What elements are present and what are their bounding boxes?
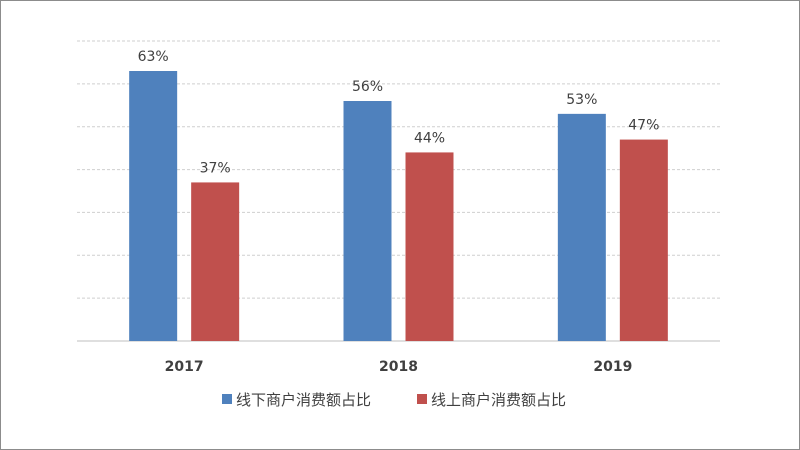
bar-2019-series-2 [619,139,668,341]
gridlines [77,40,720,342]
x-tick-label: 2018 [379,359,418,375]
bar-2017-series-1 [129,71,178,341]
legend-swatch [222,394,232,404]
legend-label: 线下商户消费额占比 [236,391,371,409]
bar-2018-series-2 [405,152,454,341]
data-labels: 63% 37% 56% 44% 53% 47% [138,49,660,176]
data-label: 47% [628,118,659,134]
legend: 线下商户消费额占比 线上商户消费额占比 [222,391,566,409]
bar-2017-series-2 [191,182,240,341]
data-label: 37% [200,160,231,176]
data-label: 56% [352,79,383,95]
x-tick-label: 2019 [593,359,632,375]
data-label: 53% [566,92,597,108]
legend-swatch [417,394,427,404]
x-axis-tick-labels: 2017 2018 2019 [165,359,633,375]
bars [129,71,668,341]
data-label: 44% [414,130,445,146]
bar-2019-series-1 [557,113,606,341]
legend-label: 线上商户消费额占比 [431,391,566,409]
data-label: 63% [138,49,169,65]
bar-2018-series-1 [343,101,392,341]
x-tick-label: 2017 [165,359,204,375]
